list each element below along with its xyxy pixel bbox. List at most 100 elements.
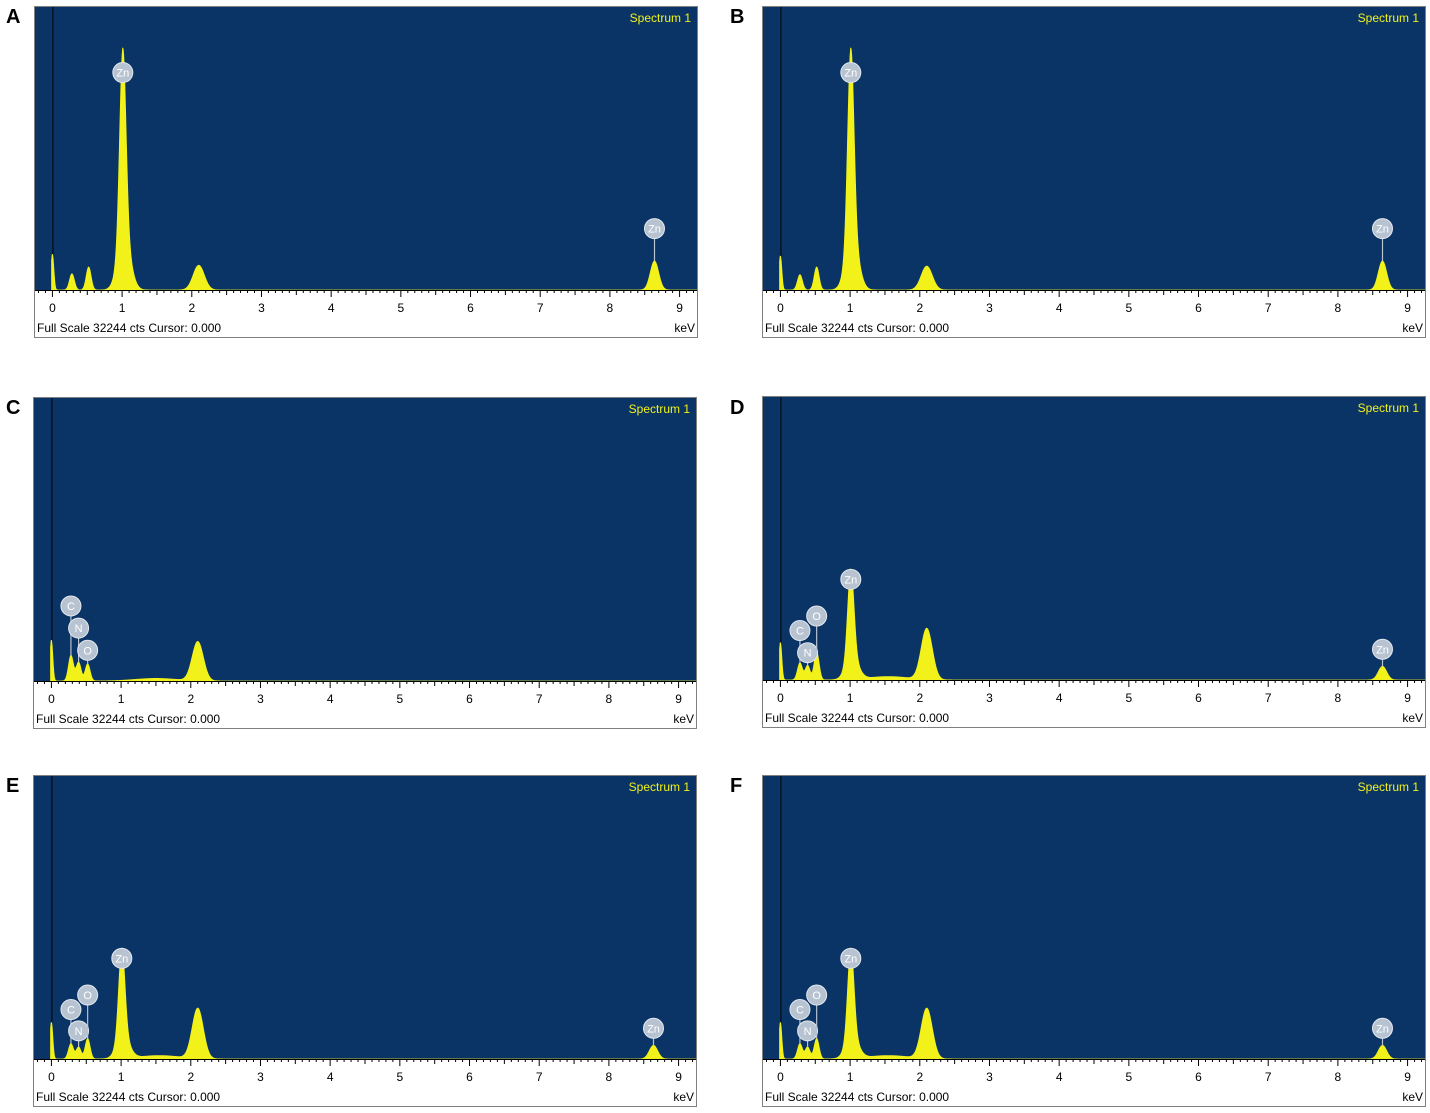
x-tick-label: 5	[1125, 301, 1132, 315]
x-tick-label: 3	[986, 691, 993, 705]
element-label: Zn	[844, 68, 857, 80]
x-tick-label: 4	[327, 1070, 334, 1084]
panel-letter: A	[6, 6, 21, 28]
element-label-badge	[1371, 1017, 1393, 1039]
x-tick-label: 0	[777, 691, 784, 705]
x-tick-label: 3	[257, 692, 264, 706]
plot-area	[763, 7, 1425, 290]
x-tick-label: 3	[258, 301, 265, 315]
x-tick-label: 8	[1335, 1070, 1342, 1084]
x-tick-label: 4	[327, 692, 334, 706]
element-label: Zn	[844, 953, 857, 965]
plot-area	[34, 776, 696, 1059]
x-tick-label: 4	[328, 301, 335, 315]
x-tick-label: 7	[536, 1070, 543, 1084]
element-label-badge	[797, 1020, 819, 1042]
footer-status: Full Scale 32244 cts Cursor: 0.000	[37, 321, 221, 335]
x-tick-label: 7	[537, 301, 544, 315]
footer-status: Full Scale 32244 cts Cursor: 0.000	[36, 712, 220, 726]
element-label: N	[75, 1026, 83, 1038]
element-label: C	[796, 626, 804, 638]
panel-e: E C N O Zn Zn Spectrum 1 0 1 2 3 4 5 6 7 8 9 Full Scale …	[0, 770, 700, 1110]
element-label-badge	[642, 1017, 664, 1039]
element-label: O	[83, 645, 92, 657]
element-label-badge	[840, 568, 862, 590]
x-axis-unit: keV	[673, 712, 694, 726]
spectrum-chart: CN O Zn Zn Spectrum 1 0 1 2 3 4 5 6 7 8 9 Full Scale 32…	[762, 775, 1426, 1107]
x-axis-unit: keV	[1402, 321, 1423, 335]
element-label: O	[812, 611, 821, 623]
element-label-badge	[789, 999, 811, 1021]
footer-status: Full Scale 32244 cts Cursor: 0.000	[36, 1090, 220, 1104]
element-label: Zn	[647, 1023, 660, 1035]
x-tick-label: 8	[607, 301, 614, 315]
x-tick-label: 4	[1056, 691, 1063, 705]
spectrum-chart: Zn Zn Spectrum 1 0 1 2 3 4 5 6 7 8 9 Full Scale 32244…	[34, 6, 698, 338]
panel-letter: D	[730, 397, 745, 419]
element-label: C	[67, 1005, 75, 1017]
footer-status: Full Scale 32244 cts Cursor: 0.000	[765, 321, 949, 335]
x-tick-label: 1	[118, 1070, 125, 1084]
element-label-badge	[112, 62, 134, 84]
panel-letter: F	[730, 775, 743, 797]
x-tick-label: 6	[466, 1070, 473, 1084]
element-label: Zn	[844, 574, 857, 586]
element-label-badge	[840, 62, 862, 84]
element-label-badge	[806, 605, 828, 627]
plot-area	[34, 398, 696, 681]
element-label-badge	[60, 595, 82, 617]
panel-a: A Zn Zn Spectrum 1 0 1 2 3 4 5 6 7 8 9 Full Scale 322…	[0, 0, 700, 340]
spectrum-title: Spectrum 1	[630, 11, 692, 25]
x-tick-label: 3	[257, 1070, 264, 1084]
panel-letter: B	[730, 6, 745, 28]
spectrum-chart: CNO Spectrum 1 0 1 2 3 4 5 6 7 8 9 Full Scale 32244 …	[33, 397, 697, 729]
element-label-badge	[806, 984, 828, 1006]
element-label: O	[83, 990, 92, 1002]
footer-status: Full Scale 32244 cts Cursor: 0.000	[765, 711, 949, 725]
x-tick-label: 1	[119, 301, 126, 315]
x-tick-label: 9	[675, 692, 682, 706]
spectrum-title: Spectrum 1	[1358, 780, 1420, 794]
x-tick-label: 9	[675, 1070, 682, 1084]
element-label: Zn	[1376, 1023, 1389, 1035]
element-label: Zn	[648, 224, 661, 236]
x-tick-label: 2	[187, 1070, 194, 1084]
x-tick-label: 6	[1195, 1070, 1202, 1084]
x-tick-label: 5	[1125, 1070, 1132, 1084]
element-label-badge	[1371, 218, 1393, 240]
element-label-badge	[789, 620, 811, 642]
x-tick-label: 0	[48, 1070, 55, 1084]
plot-area	[763, 776, 1425, 1059]
x-tick-label: 8	[606, 1070, 613, 1084]
spectrum-title: Spectrum 1	[1358, 401, 1420, 415]
spectrum-chart: Zn Zn Spectrum 1 0 1 2 3 4 5 6 7 8 9 Full Scale 32244…	[762, 6, 1426, 338]
x-tick-label: 8	[1335, 691, 1342, 705]
x-tick-label: 6	[467, 301, 474, 315]
spectrum-chart: CN O Zn Zn Spectrum 1 0 1 2 3 4 5 6 7 8 9 Full Scale 32…	[33, 775, 697, 1107]
element-label-badge	[68, 1020, 90, 1042]
element-label: C	[67, 601, 75, 613]
x-tick-label: 9	[1404, 691, 1411, 705]
element-label-badge	[1371, 638, 1393, 660]
x-tick-label: 5	[396, 692, 403, 706]
element-label: N	[804, 1026, 812, 1038]
x-tick-label: 6	[1195, 301, 1202, 315]
element-label-badge	[643, 218, 665, 240]
x-tick-label: 2	[187, 692, 194, 706]
element-label: O	[812, 990, 821, 1002]
x-tick-label: 2	[188, 301, 195, 315]
x-tick-label: 7	[1265, 1070, 1272, 1084]
x-tick-label: 1	[847, 691, 854, 705]
x-tick-label: 1	[847, 301, 854, 315]
spectrum-title: Spectrum 1	[629, 780, 691, 794]
element-label-badge	[111, 947, 133, 969]
footer-status: Full Scale 32244 cts Cursor: 0.000	[765, 1090, 949, 1104]
x-tick-label: 4	[1056, 301, 1063, 315]
x-axis-unit: keV	[674, 321, 695, 335]
x-tick-label: 9	[1404, 1070, 1411, 1084]
x-axis-unit: keV	[1402, 1090, 1423, 1104]
x-tick-label: 0	[777, 1070, 784, 1084]
x-tick-label: 2	[916, 1070, 923, 1084]
x-tick-label: 0	[48, 692, 55, 706]
element-label: C	[796, 1005, 804, 1017]
